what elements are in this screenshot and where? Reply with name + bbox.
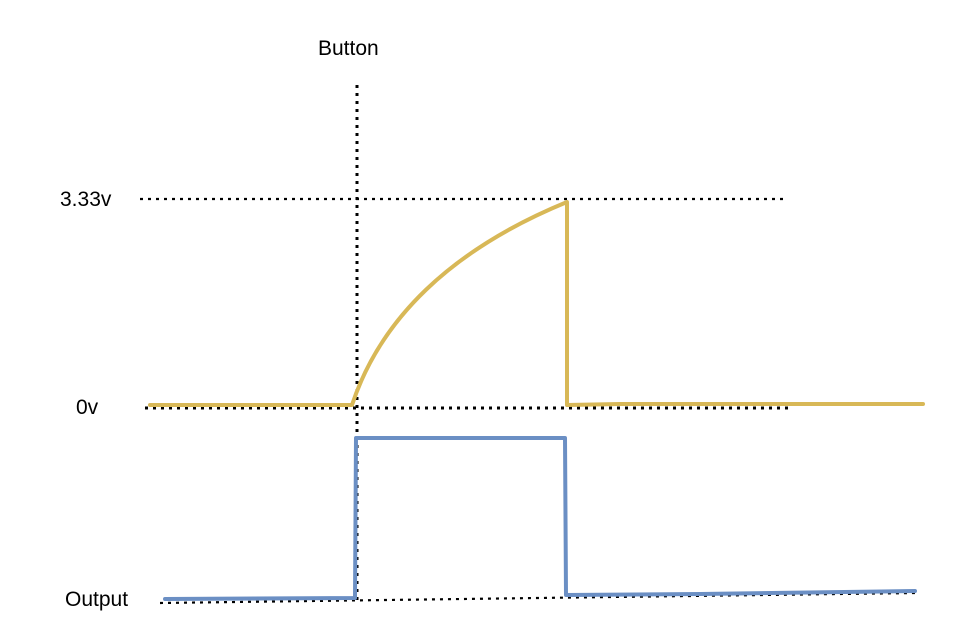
output-baseline — [159, 591, 916, 605]
voltage-charge-curve — [148, 200, 925, 407]
voltage-zero-label: 0v — [76, 396, 99, 419]
button-label: Button — [318, 37, 379, 60]
output-label: Output — [65, 588, 128, 611]
voltage-high-label: 3.33v — [60, 188, 112, 211]
output-pulse-waveform — [163, 436, 917, 601]
